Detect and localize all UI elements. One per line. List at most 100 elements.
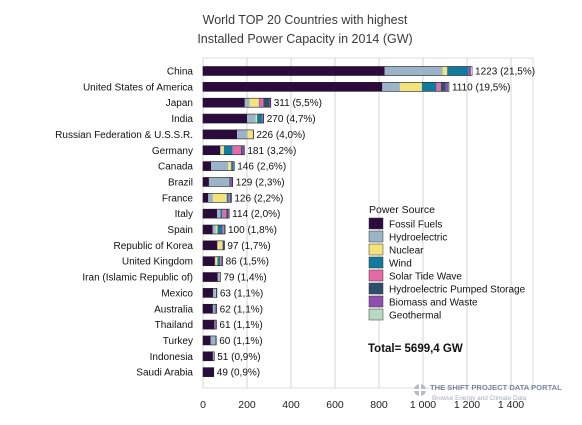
- category-label: Japan: [166, 98, 193, 109]
- bar-segment-biomass-and-waste: [263, 114, 264, 124]
- bar-segment-wind: [231, 161, 234, 171]
- bar-france: [202, 193, 232, 203]
- bar-segment-wind: [217, 256, 221, 266]
- category-label: United Kingdom: [122, 257, 193, 268]
- bar-outline: [202, 351, 215, 362]
- watermark-logo-icon: [414, 384, 426, 396]
- legend-label: Hydroelectric Pumped Storage: [389, 285, 526, 296]
- category-label: United States of America: [83, 82, 193, 93]
- bar-segment-fossil-fuels: [203, 304, 213, 314]
- bar-outline: [202, 367, 215, 377]
- bar-outline: [202, 177, 234, 187]
- value-label: 61 (1,1%): [219, 320, 262, 331]
- bar-china: [202, 66, 473, 76]
- value-label: 181 (3,2%): [247, 146, 296, 157]
- watermark-title: THE SHIFT PROJECT DATA PORTAL: [430, 383, 562, 392]
- bar-segment-solar-tide-wave: [228, 193, 230, 203]
- bar-segment-hydroelectric: [384, 66, 443, 76]
- value-label: 100 (1,8%): [228, 225, 277, 236]
- bar-segment-hydroelectric-pumped-storage: [226, 209, 229, 219]
- bar-outline: [202, 256, 223, 267]
- legend-label: Fossil Fuels: [389, 220, 442, 231]
- x-axis-ticks: 0 200 400 600 800 1 000 1 200 1 400: [200, 399, 524, 411]
- bar-mexico: [202, 288, 218, 298]
- value-label: 62 (1,1%): [220, 304, 263, 315]
- value-label: 1223 (21,5%): [475, 67, 535, 78]
- bar-segment-biomass-and-waste: [468, 66, 471, 76]
- bar-segment-wind: [223, 145, 233, 155]
- bar-segment-hydroelectric: [214, 320, 216, 330]
- bar-segment-wind: [215, 288, 217, 298]
- bar-outline: [202, 161, 235, 171]
- bar-outline: [202, 66, 473, 76]
- bar-segment-wind: [226, 193, 229, 203]
- bar-segment-hydroelectric: [247, 114, 256, 124]
- category-label: Spain: [167, 225, 193, 236]
- bar-russian-federation-u-s-s-r: [202, 129, 254, 140]
- legend-label: Solar Tide Wave: [389, 272, 462, 283]
- value-label: 86 (1,5%): [226, 257, 269, 268]
- bar-segment-wind: [258, 98, 260, 108]
- bar-segment-nuclear: [217, 240, 223, 250]
- bar-segment-hydroelectric-pumped-storage: [241, 145, 243, 155]
- total-label: Total= 5699,4 GW: [368, 343, 463, 355]
- legend-swatch-solar-tide-wave: [368, 269, 384, 282]
- bar-outline: [202, 145, 245, 156]
- bar-brazil: [202, 177, 234, 187]
- bar-saudi-arabia: [202, 367, 215, 377]
- chart-title-line-1: World TOP 20 Countries with highest: [203, 13, 408, 27]
- bar-segment-fossil-fuels: [203, 288, 214, 298]
- bar-segment-fossil-fuels: [203, 367, 214, 377]
- bar-segment-hydroelectric-pumped-storage: [223, 240, 225, 250]
- bar-segment-nuclear: [215, 225, 218, 234]
- bar-segment-wind: [228, 177, 230, 187]
- bar-australia: [202, 303, 218, 314]
- bar-segment-wind: [214, 304, 216, 314]
- bar-segment-fossil-fuels: [203, 256, 215, 266]
- legend-items: Fossil Fuels Hydroelectric Nuclear Wind Sola…: [368, 217, 526, 322]
- bar-segment-hydroelectric: [217, 209, 221, 219]
- bar-canada: [202, 161, 235, 171]
- bar-segment-nuclear: [442, 66, 448, 76]
- chart-title-line-2: Installed Power Capacity in 2014 (GW): [197, 32, 412, 46]
- bar-segment-hydroelectric: [217, 240, 218, 250]
- category-label: Italy: [175, 209, 193, 220]
- x-tick-label: 1 400: [498, 399, 524, 411]
- value-label: 226 (4,0%): [256, 130, 305, 141]
- legend-swatch-hydroelectric: [368, 230, 384, 243]
- bar-segment-hydroelectric: [212, 351, 214, 361]
- bar-segment-geothermal: [448, 82, 449, 92]
- bar-segment-fossil-fuels: [203, 98, 245, 108]
- bar-segment-solar-tide-wave: [215, 304, 217, 314]
- category-label: France: [162, 193, 194, 204]
- watermark-subtitle: Browse Energy and Climate Data: [432, 395, 527, 402]
- bar-segment-biomass-and-waste: [215, 320, 217, 330]
- bar-segment-solar-tide-wave: [261, 114, 263, 124]
- category-label: Thailand: [155, 320, 193, 331]
- bar-outline: [202, 319, 217, 330]
- x-tick-label: 0: [200, 399, 206, 411]
- category-label: India: [171, 114, 193, 125]
- bar-outline: [202, 129, 254, 140]
- bar-segment-hydroelectric: [208, 193, 213, 203]
- category-label: Germany: [152, 146, 193, 157]
- category-label: Indonesia: [150, 352, 194, 363]
- bar-segment-fossil-fuels: [203, 351, 213, 361]
- legend-swatch-wind: [368, 256, 384, 269]
- bar-segment-hydroelectric: [213, 288, 216, 298]
- category-label: Mexico: [161, 288, 193, 299]
- bar-segment-hydroelectric: [237, 129, 248, 139]
- bar-segment-fossil-fuels: [203, 114, 247, 124]
- x-tick-label: 200: [238, 399, 256, 411]
- bar-segment-hydroelectric: [214, 256, 216, 266]
- bar-outline: [202, 335, 217, 346]
- legend-label: Geothermal: [389, 311, 441, 322]
- bar-segment-hydroelectric: [244, 98, 250, 108]
- x-tick-label: 1 000: [410, 399, 436, 411]
- bar-segment-wind: [217, 225, 223, 234]
- category-label: Russian Federation & U.S.S.R.: [55, 130, 193, 141]
- value-label: 49 (0,9%): [217, 368, 260, 379]
- bar-spain: [202, 224, 226, 235]
- bar-segment-biomass-and-waste: [233, 161, 235, 171]
- value-label: 79 (1,4%): [223, 273, 266, 284]
